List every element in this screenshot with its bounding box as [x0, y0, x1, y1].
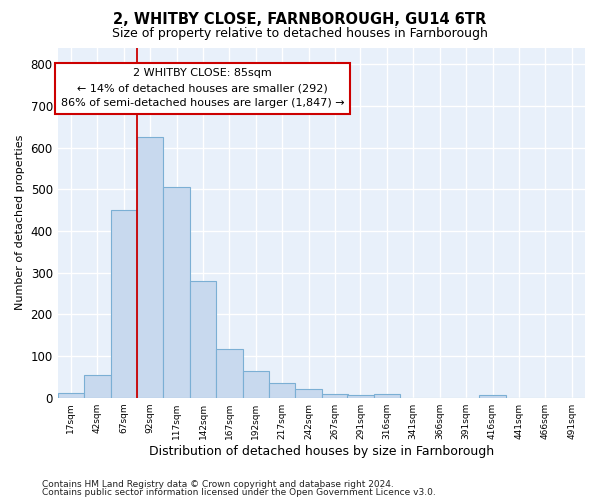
Text: 2 WHITBY CLOSE: 85sqm
← 14% of detached houses are smaller (292)
86% of semi-det: 2 WHITBY CLOSE: 85sqm ← 14% of detached … [61, 68, 344, 108]
Text: Size of property relative to detached houses in Farnborough: Size of property relative to detached ho… [112, 28, 488, 40]
Bar [374, 394, 400, 398]
Bar [242, 372, 269, 398]
Bar [347, 395, 374, 398]
Text: Contains public sector information licensed under the Open Government Licence v3: Contains public sector information licen… [42, 488, 436, 497]
X-axis label: Distribution of detached houses by size in Farnborough: Distribution of detached houses by size … [149, 444, 494, 458]
Bar [269, 383, 295, 398]
Text: Contains HM Land Registry data © Crown copyright and database right 2024.: Contains HM Land Registry data © Crown c… [42, 480, 394, 489]
Bar [190, 281, 216, 398]
Y-axis label: Number of detached properties: Number of detached properties [15, 135, 25, 310]
Bar [58, 392, 84, 398]
Bar [216, 349, 242, 398]
Bar [295, 390, 322, 398]
Bar [84, 375, 110, 398]
Bar [137, 137, 163, 398]
Bar [479, 395, 506, 398]
Bar [163, 187, 190, 398]
Bar [110, 210, 137, 398]
Text: 2, WHITBY CLOSE, FARNBOROUGH, GU14 6TR: 2, WHITBY CLOSE, FARNBOROUGH, GU14 6TR [113, 12, 487, 28]
Bar [322, 394, 348, 398]
